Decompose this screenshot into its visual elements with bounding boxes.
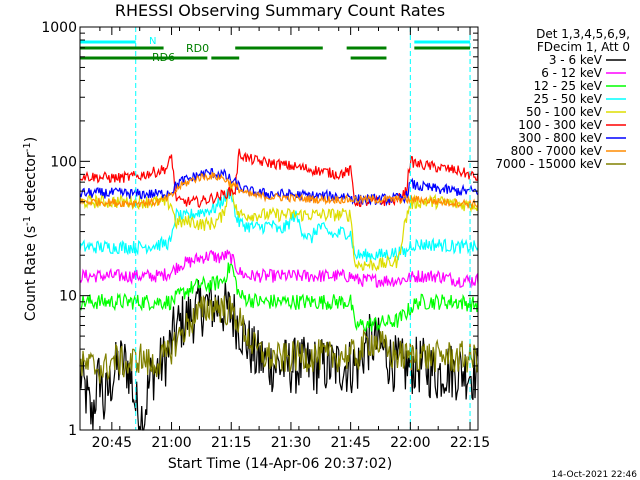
legend-label-4: 50 - 100 keV: [526, 105, 603, 119]
x-tick-label-0: 20:45: [92, 435, 132, 451]
legend-header-1: FDecim 1, Att 0: [537, 40, 630, 54]
y-tick-label-2: 100: [50, 154, 77, 170]
series-line-0: [79, 280, 479, 431]
legend-label-7: 800 - 7000 keV: [511, 144, 603, 158]
series-line-4: [79, 181, 479, 272]
x-tick-label-3: 21:30: [271, 435, 311, 451]
legend-label-2: 12 - 25 keV: [534, 79, 603, 93]
legend-label-3: 25 - 50 keV: [534, 92, 603, 106]
series-line-7: [79, 172, 479, 210]
series-line-8: [79, 294, 479, 384]
series-line-3: [79, 187, 479, 262]
series-line-5: [79, 148, 479, 208]
flag-label-rd0: RD0: [186, 42, 209, 55]
y-tick-label-0: 1: [68, 423, 77, 439]
x-tick-label-5: 22:00: [390, 435, 430, 451]
legend-label-5: 100 - 300 keV: [518, 118, 602, 132]
x-tick-label-4: 21:45: [330, 435, 370, 451]
x-tick-label-2: 21:15: [211, 435, 251, 451]
series-line-1: [79, 249, 479, 289]
legend-header-0: Det 1,3,4,5,6,9,: [536, 27, 630, 41]
flag-label-rd6: RD6: [152, 51, 175, 64]
legend-label-8: 7000 - 15000 keV: [495, 157, 602, 171]
x-tick-label-1: 21:00: [151, 435, 191, 451]
flag-label-n: N: [149, 36, 156, 47]
chart-title: RHESSI Observing Summary Count Rates: [115, 1, 445, 20]
y-tick-label-1: 10: [59, 289, 77, 305]
x-axis-label: Start Time (14-Apr-06 20:37:02): [168, 456, 392, 472]
series-line-2: [79, 262, 479, 332]
x-tick-label-6: 22:15: [450, 435, 490, 451]
y-axis-label: Count Rate (s-1 detector-1): [22, 137, 39, 321]
y-tick-label-3: 1000: [41, 20, 77, 36]
legend-label-1: 6 - 12 keV: [541, 66, 603, 80]
legend-label-0: 3 - 6 keV: [549, 53, 603, 67]
plot-timestamp: 14-Oct-2021 22:46: [552, 470, 638, 480]
legend-label-6: 300 - 800 keV: [518, 131, 602, 145]
